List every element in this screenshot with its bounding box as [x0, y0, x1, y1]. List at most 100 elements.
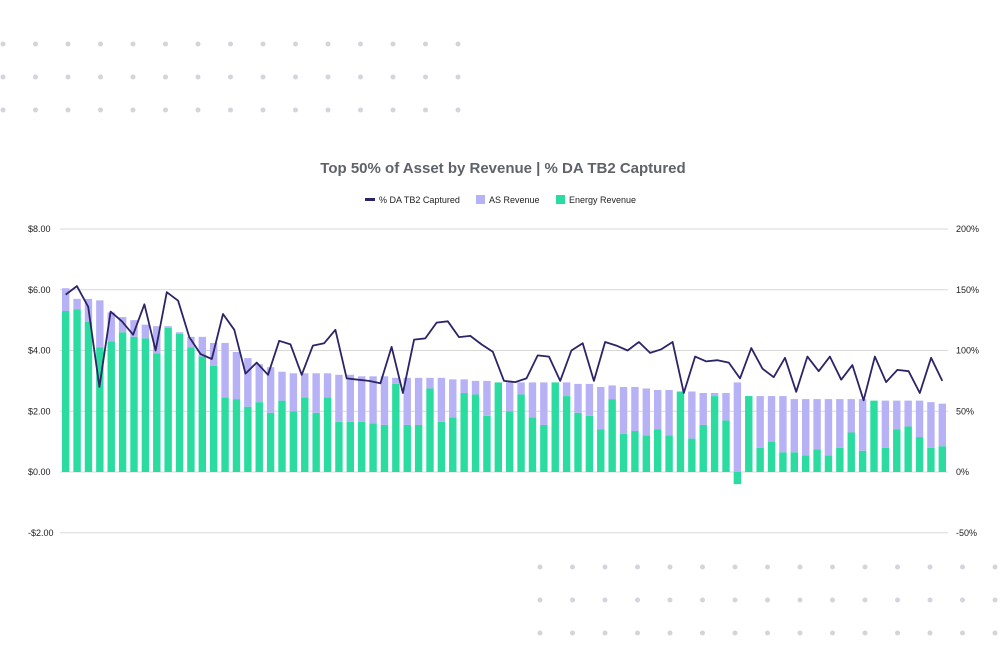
decor-dot [602, 564, 608, 570]
decor-dot [98, 41, 103, 47]
as-revenue-bar [403, 377, 411, 425]
as-revenue-bar [61, 288, 70, 312]
as-revenue-bar [562, 382, 571, 397]
energy-revenue-bar [915, 437, 924, 472]
chart-title: Top 50% of Asset by Revenue | % DA TB2 C… [320, 160, 685, 177]
legend-swatch-line [365, 198, 375, 201]
energy-revenue-bar [221, 397, 229, 472]
as-revenue-bar [164, 326, 172, 328]
energy-revenue-bar [767, 441, 776, 472]
decor-dot [195, 74, 201, 80]
right-tick-label: 100% [956, 346, 979, 356]
as-revenue-bar [836, 399, 844, 448]
decor-dot [927, 564, 933, 570]
decor-dot [130, 107, 136, 113]
decor-dot [325, 74, 331, 80]
decor-dot [293, 107, 298, 113]
right-tick-label: -50% [956, 528, 977, 538]
energy-revenue-bar [745, 396, 753, 472]
decor-dot [895, 630, 900, 636]
decor-dot [423, 41, 428, 47]
as-revenue-bar [893, 400, 901, 430]
as-revenue-bar [175, 332, 184, 334]
energy-revenue-bar [130, 336, 138, 472]
decor-dot [65, 74, 71, 80]
decor-dot [862, 630, 868, 636]
right-tick-label: 50% [956, 406, 974, 416]
as-revenue-bar [505, 382, 514, 412]
as-revenue-bar [858, 399, 867, 451]
decor-dot [862, 597, 868, 603]
decor-dot [765, 630, 770, 636]
decor-dot [667, 564, 673, 570]
as-revenue-bar [881, 400, 890, 448]
gridlines [60, 228, 948, 534]
decor-dot [797, 564, 803, 570]
left-tick-label: $8.00 [28, 224, 51, 234]
decor-dot [228, 107, 233, 113]
energy-revenue-bar [927, 447, 935, 472]
decor-dot [390, 41, 396, 47]
energy-revenue-bar [187, 347, 195, 472]
decor-dot [765, 564, 770, 570]
energy-revenue-bar [96, 347, 104, 472]
decor-dot [765, 597, 770, 603]
decor-dot [260, 74, 266, 80]
as-revenue-bar [414, 377, 423, 425]
decor-dot [895, 564, 900, 570]
decor-dot [960, 564, 965, 570]
decor-dot [33, 41, 38, 47]
energy-revenue-bar [209, 365, 218, 472]
decor-dot [260, 41, 266, 47]
decor-dot [635, 630, 640, 636]
decor-dot [98, 107, 103, 113]
energy-revenue-bar [107, 341, 115, 472]
decor-dot [293, 41, 298, 47]
decor-dot [732, 630, 738, 636]
legend-swatch-energy [556, 195, 565, 204]
as-revenue-bar [266, 367, 275, 413]
energy-revenue-bar [335, 421, 343, 472]
decor-dot [33, 74, 38, 80]
left-tick-label: $4.00 [28, 346, 51, 356]
decor-dot [358, 107, 363, 113]
energy-revenue-bar [289, 411, 298, 472]
as-revenue-bar [597, 386, 605, 430]
decor-dot [130, 74, 136, 80]
energy-revenue-bar [881, 447, 890, 472]
as-revenue-bar [255, 364, 263, 403]
energy-revenue-bar [403, 424, 411, 472]
energy-revenue-bar [494, 382, 503, 472]
as-revenue-bar [801, 399, 810, 456]
decor-dot [390, 74, 396, 80]
as-revenue-bar [301, 373, 309, 398]
as-revenue-bar [232, 352, 241, 400]
energy-revenue-bar [733, 472, 742, 485]
as-revenue-bar [221, 342, 229, 398]
as-revenue-bar [392, 377, 400, 384]
decor-dot [325, 107, 331, 113]
decor-dot [895, 597, 900, 603]
energy-revenue-bar [437, 421, 446, 472]
energy-revenue-bar [836, 447, 844, 472]
energy-revenue-bar [597, 429, 605, 472]
legend-label-energy: Energy Revenue [569, 195, 636, 205]
energy-revenue-bar [278, 400, 286, 472]
decor-dot [992, 597, 998, 603]
decor-dot [537, 630, 543, 636]
decor-dot [455, 41, 461, 47]
energy-revenue-bar [312, 412, 320, 472]
bars [61, 288, 947, 485]
as-revenue-bar [619, 386, 628, 435]
as-revenue-bar [642, 388, 651, 436]
right-axis: 200% 150% 100% 50% 0% -50% [956, 224, 979, 538]
energy-revenue-bar [574, 412, 582, 472]
energy-revenue-bar [232, 399, 241, 472]
decor-dot [537, 564, 543, 570]
energy-revenue-bar [426, 388, 434, 472]
decor-dot [635, 564, 640, 570]
decor-dot [293, 74, 298, 80]
energy-revenue-bar [357, 421, 366, 472]
energy-revenue-bar [619, 434, 628, 472]
legend: % DA TB2 Captured AS Revenue Energy Reve… [365, 195, 636, 205]
